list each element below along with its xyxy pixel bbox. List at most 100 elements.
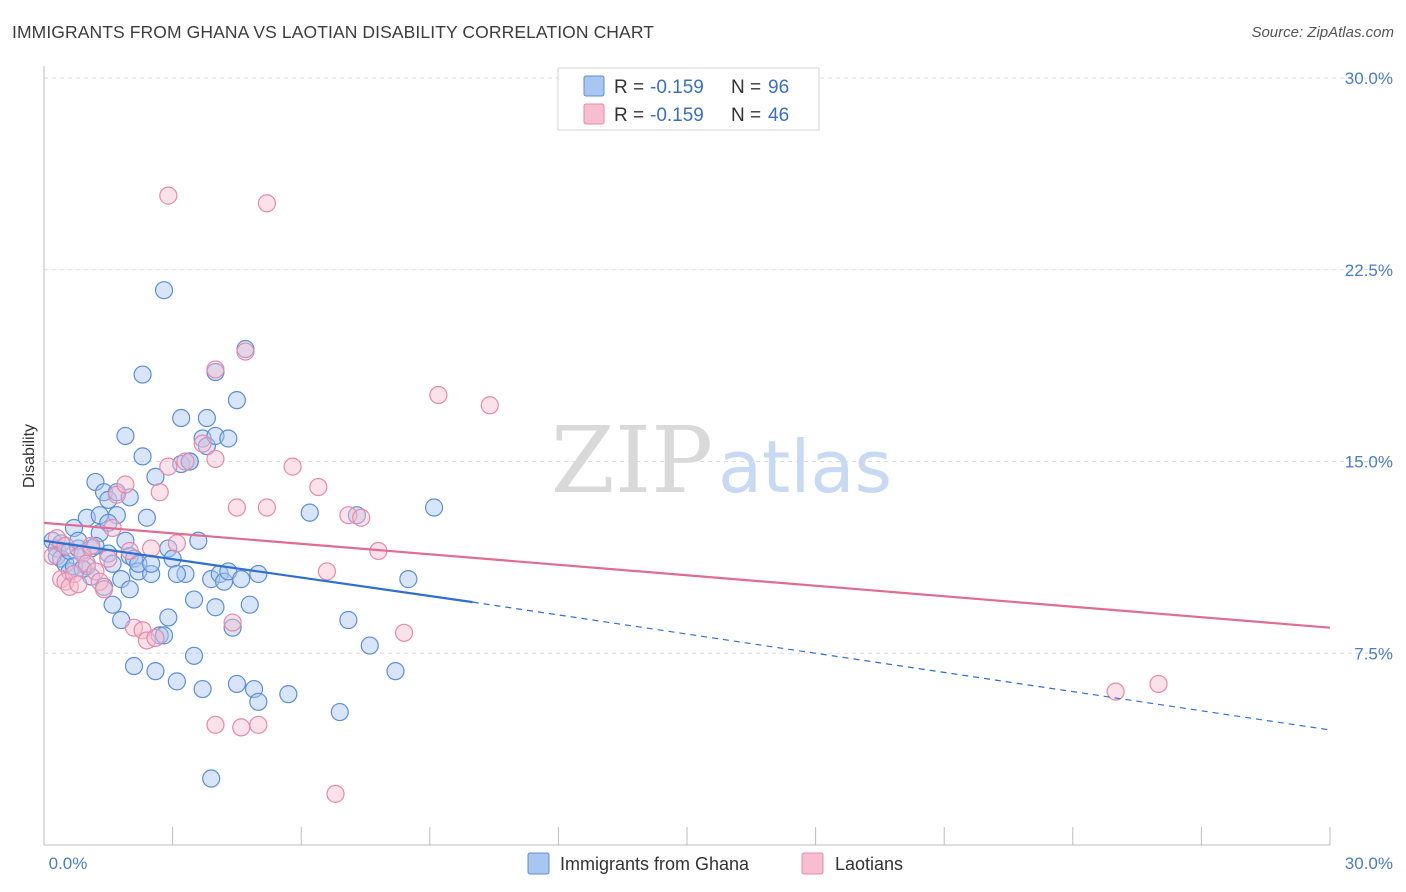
series-legend-label-ghana: Immigrants from Ghana: [560, 854, 750, 874]
ghana-trend-line: [43, 539, 473, 604]
ghana-point-62: [197, 408, 216, 428]
ghana-point-74: [232, 570, 251, 589]
legend-swatch-laotian: [583, 103, 605, 125]
ghana-point-46: [154, 281, 174, 300]
laotian-point-41: [317, 562, 337, 581]
legend-r-value-laotian: -0.159: [650, 105, 704, 126]
ghana-point-88: [424, 498, 444, 517]
y-tick-labels: 7.5% 15.0% 22.5% 30.0%: [1345, 69, 1393, 663]
chart-title: IMMIGRANTS FROM GHANA VS LAOTIAN DISABIL…: [12, 22, 655, 42]
ghana-point-38: [133, 365, 152, 384]
legend-swatch-ghana: [583, 75, 605, 97]
ghana-point-49: [159, 608, 178, 627]
y-tick-label-2: 22.5%: [1345, 261, 1393, 280]
y-tick-label-0: 7.5%: [1354, 644, 1393, 663]
ghana-point-60: [193, 679, 212, 699]
ghana-point-83: [339, 610, 358, 630]
ghana-point-93: [219, 429, 238, 448]
laotian-point-34: [227, 498, 246, 517]
laotian-point-48: [480, 396, 499, 415]
watermark-atlas: atlas: [718, 425, 892, 509]
legend-n-value-ghana: 96: [768, 77, 789, 98]
ghana-point-57: [184, 646, 204, 665]
legend-r-value-ghana: -0.159: [650, 77, 704, 98]
ghana-point-72: [227, 674, 246, 694]
laotian-point-3: [56, 536, 75, 555]
ghana-point-39: [133, 447, 152, 466]
laotian-point-27: [167, 534, 186, 553]
laotian-point-37: [257, 194, 277, 213]
y-tick-label-3: 30.0%: [1345, 69, 1393, 88]
laotian-point-50: [1149, 674, 1168, 694]
watermark: ZIP atlas: [551, 407, 892, 514]
laotian-point-30: [206, 449, 225, 469]
ghana-point-80: [279, 685, 298, 704]
laotian-point-33: [223, 613, 242, 632]
ghana-point-79: [249, 564, 268, 584]
laotian-point-13: [94, 580, 114, 599]
laotian-point-23: [146, 628, 165, 648]
series-legend-swatch-laotian: [801, 852, 824, 875]
stats-legend: R = -0.159 N = 96 R = -0.159 N = 46: [557, 67, 820, 131]
ghana-point-35: [124, 656, 144, 676]
ghana-point-73: [227, 391, 246, 410]
legend-n-value-laotian: 46: [768, 105, 789, 126]
ghana-point-81: [300, 503, 319, 522]
laotian-point-28: [176, 452, 195, 471]
laotian-point-44: [352, 508, 371, 527]
source-credit: Source: ZipAtlas.com: [1251, 24, 1394, 41]
y-tick-label-1: 15.0%: [1345, 453, 1393, 472]
ghana-point-89: [167, 564, 186, 584]
laotian-point-14: [99, 549, 118, 568]
ghana-point-86: [386, 662, 405, 681]
laotian-point-11: [86, 562, 105, 581]
ghana-point-71: [223, 618, 242, 637]
laotian-point-40: [309, 477, 328, 497]
legend-r-label-ghana: R =: [614, 77, 649, 98]
ghana-point-52: [172, 408, 191, 428]
ghana-point-78: [249, 692, 268, 711]
laotian-point-31: [206, 360, 225, 379]
laotian-point-17: [116, 475, 135, 494]
ghana-trend-line-extension: [472, 601, 1331, 731]
ghana-point-24: [103, 595, 122, 614]
series-legend-label-laotian: Laotians: [835, 854, 903, 874]
grid-lines: [44, 77, 1394, 654]
ghana-point-40: [137, 508, 156, 527]
ghana-point-67: [206, 598, 225, 617]
laotian-point-29: [193, 434, 212, 453]
series-legend: Immigrants from Ghana Laotians: [527, 852, 903, 875]
ghana-point-41: [142, 564, 161, 584]
laotian-point-18: [120, 541, 139, 561]
laotian-point-46: [394, 623, 414, 642]
series-laotian-points: [43, 186, 1168, 803]
laotian-point-51: [236, 342, 255, 361]
ghana-point-44: [146, 662, 165, 681]
laotian-point-47: [429, 385, 448, 405]
laotian-point-39: [283, 457, 302, 476]
laotian-point-0: [43, 546, 62, 566]
ghana-point-56: [184, 590, 204, 609]
ghana-point-76: [240, 595, 259, 614]
legend-r-label-laotian: R =: [614, 105, 649, 126]
ghana-point-94: [180, 452, 199, 471]
laotian-point-24: [150, 483, 169, 502]
ghana-point-33: [120, 580, 139, 599]
laotian-point-35: [232, 718, 251, 737]
ghana-point-51: [167, 672, 186, 691]
legend-n-label-laotian: N =: [731, 105, 766, 126]
watermark-zip: ZIP: [551, 407, 713, 514]
ghana-point-64: [202, 769, 221, 788]
laotian-point-49: [1106, 682, 1125, 701]
laotian-point-7: [69, 575, 88, 594]
ghana-point-87: [399, 570, 418, 589]
y-axis-title: Disability: [21, 424, 38, 488]
laotian-trend-line: [43, 521, 1331, 629]
series-legend-swatch-ghana: [527, 852, 550, 875]
ghana-point-82: [330, 702, 349, 722]
laotian-point-26: [159, 186, 178, 205]
ghana-point-85: [360, 636, 379, 655]
legend-n-label-ghana: N =: [731, 77, 766, 98]
trend-lines: [43, 521, 1331, 731]
